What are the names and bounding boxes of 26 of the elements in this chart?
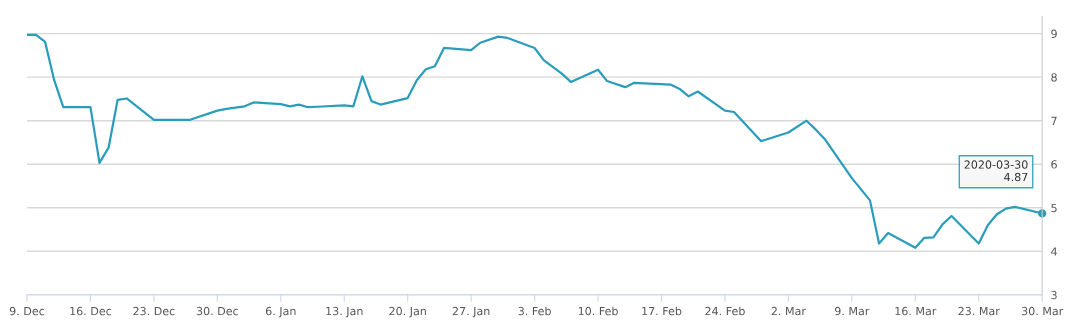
x-tick-label: 9. Mar [835, 306, 870, 316]
x-tick-label: 13. Jan [326, 306, 363, 318]
x-tick-label: 30. Mar [1021, 306, 1064, 316]
y-tick-label: 8 [1051, 73, 1057, 82]
x-tick-label: 23. Mar [958, 306, 1000, 316]
x-tick-label: 6. Jan [265, 306, 296, 318]
x-tick-label: 17. Feb [642, 306, 682, 316]
x-tick-label: 9. Dec [9, 306, 45, 316]
x-tick-label: 20. Jan [389, 306, 426, 318]
y-tick-label: 7 [1051, 116, 1057, 125]
y-tick-label: 4 [1051, 247, 1057, 256]
x-tick-label: 16. Dec [70, 306, 112, 316]
y-tick-label: 3 [1051, 290, 1057, 300]
x-tick-label: 16. Mar [895, 306, 937, 316]
x-tick-label: 24. Feb [705, 306, 745, 316]
y-tick-label: 9 [1051, 29, 1057, 38]
x-tick-label: 23. Dec [133, 306, 175, 316]
x-tick-label: 30. Dec [196, 306, 239, 316]
annotation: 2020-03-30 [964, 160, 1028, 169]
x-tick-label: 10. Feb [578, 306, 618, 316]
annotation: 4.87 [1004, 172, 1028, 182]
y-tick-label: 5 [1051, 203, 1057, 213]
x-tick-label: 3. Feb [518, 306, 551, 316]
x-tick-label: 2. Mar [771, 306, 806, 316]
x-tick-label: 27. Jan [452, 306, 490, 318]
y-tick-label: 6 [1051, 160, 1057, 169]
